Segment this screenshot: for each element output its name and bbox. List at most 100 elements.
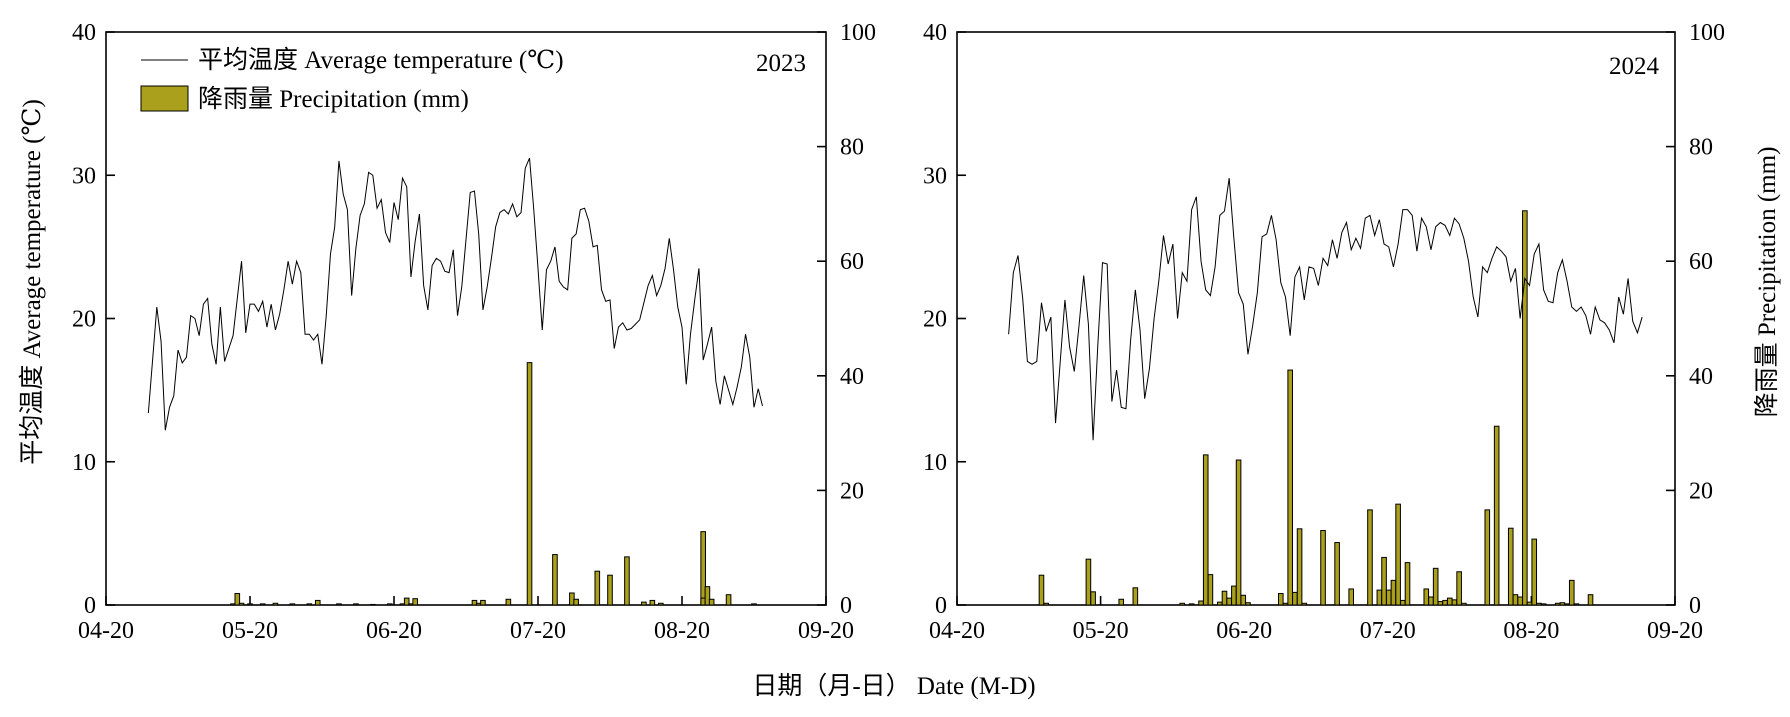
precipitation-bar — [1568, 579, 1575, 606]
y-right-tick-label: 100 — [840, 20, 876, 46]
legend-precipitation-label: 降雨量 Precipitation (mm) — [198, 85, 469, 113]
y-left-tick-label: 10 — [72, 450, 96, 476]
precipitation-bar — [1526, 601, 1533, 606]
y-left-tick-label: 40 — [72, 20, 96, 46]
precipitation-bar — [1446, 597, 1453, 606]
precipitation-bar — [1367, 509, 1373, 606]
precipitation-bar — [1461, 602, 1467, 606]
y-right-tick-label: 60 — [1689, 249, 1713, 275]
y-left-tick-label: 0 — [84, 593, 96, 619]
precipitation-bar — [1188, 603, 1195, 606]
precipitation-bar — [272, 602, 279, 606]
precipitation-bar — [552, 554, 558, 606]
y-right-tick-label: 60 — [840, 249, 864, 275]
precipitation-bar — [1404, 562, 1411, 606]
chart-panel-2023: 04-20 05-20 06-20 07-20 08-20 09-200102030400… — [72, 20, 876, 644]
x-tick-label: 07-20 — [510, 618, 566, 644]
precipitation-bar — [658, 602, 664, 606]
precipitation-bar — [526, 362, 533, 606]
precipitation-bar — [1484, 509, 1491, 606]
precipitation-bar — [1522, 210, 1528, 606]
precipitation-bar — [259, 603, 266, 606]
y-left-tick-label: 10 — [923, 450, 947, 476]
precipitation-bar — [505, 598, 512, 606]
x-tick-label: 06-20 — [366, 618, 422, 644]
precipitation-bar — [1038, 574, 1045, 606]
y-left-tick-label: 20 — [923, 307, 947, 333]
precipitation-bar — [1587, 594, 1594, 606]
precipitation-bar — [725, 594, 732, 606]
precipitation-bar — [1296, 528, 1303, 606]
precipitation-bar — [1198, 600, 1204, 606]
precipitation-bar — [353, 603, 359, 606]
precipitation-bar — [1456, 571, 1462, 606]
precipitation-bar — [1395, 503, 1401, 606]
temperature-line — [1008, 178, 1643, 441]
y-right-tick-label: 0 — [840, 593, 852, 619]
precipitation-bar — [1217, 601, 1223, 606]
precipitation-bar — [1207, 574, 1214, 606]
legend-bar-swatch — [140, 85, 189, 112]
precipitation-bar — [1531, 538, 1538, 606]
x-tick-label: 04-20 — [78, 618, 134, 644]
precipitation-bar — [1235, 459, 1242, 606]
y-left-tick-label: 30 — [72, 163, 96, 189]
x-tick-label: 07-20 — [1360, 618, 1416, 644]
precipitation-bar — [1507, 527, 1514, 606]
precipitation-bar — [1179, 602, 1186, 606]
precipitation-bar — [1437, 601, 1444, 606]
year-annotation: 2024 — [1609, 53, 1660, 80]
precipitation-bar — [336, 603, 342, 606]
precipitation-bar — [1573, 603, 1580, 606]
precipitation-bar — [1320, 530, 1326, 606]
y-right-tick-label: 0 — [1689, 593, 1701, 619]
precipitation-bar — [624, 556, 630, 606]
x-tick-label: 09-20 — [1647, 618, 1703, 644]
y-right-tick-label: 80 — [840, 135, 864, 161]
precipitation-bar — [573, 598, 579, 606]
y-right-tick-label: 40 — [1689, 364, 1713, 390]
precipitation-bar — [649, 599, 656, 606]
precipitation-bar — [403, 597, 410, 606]
legend: 平均温度 Average temperature (℃) 降雨量 Precipi… — [140, 46, 564, 113]
y-left-tick-label: 40 — [923, 20, 947, 46]
precipitation-bar — [1400, 599, 1406, 606]
legend-temperature-label: 平均温度 Average temperature (℃) — [198, 46, 564, 74]
precipitation-bar — [1221, 590, 1228, 606]
precipitation-bar — [1390, 579, 1397, 606]
y-right-title: 降雨量 Precipitation (mm) — [1753, 147, 1781, 418]
precipitation-bar — [641, 601, 647, 606]
y-left-tick-label: 0 — [935, 593, 947, 619]
precipitation-bar — [1245, 602, 1251, 606]
precipitation-bar — [1348, 588, 1355, 606]
plot-frame — [956, 31, 1676, 606]
precipitation-bar — [1517, 596, 1523, 606]
precipitation-bar — [1536, 602, 1542, 606]
precipitation-bar — [1085, 558, 1092, 606]
y-right-tick-label: 100 — [1689, 20, 1725, 46]
precipitation-bar — [1512, 594, 1519, 606]
precipitation-bar — [1432, 567, 1439, 606]
x-tick-label: 09-20 — [798, 618, 854, 644]
precipitation-bar — [247, 603, 253, 606]
precipitation-bar — [751, 603, 757, 606]
precipitation-bar — [1442, 599, 1448, 606]
precipitation-bar — [1564, 603, 1570, 606]
precipitation-bar — [704, 586, 711, 606]
precipitation-bar — [1559, 602, 1566, 606]
precipitation-bar — [1287, 369, 1293, 606]
precipitation-bar — [594, 570, 601, 606]
precipitation-bar — [1334, 542, 1340, 606]
precipitation-bar — [1385, 589, 1392, 606]
precipitation-bar — [1540, 603, 1547, 606]
x-tick-label: 05-20 — [222, 618, 278, 644]
precipitation-bar — [1231, 585, 1237, 606]
precipitation-bar — [314, 599, 321, 606]
precipitation-bar — [1202, 454, 1209, 606]
precipitation-bar — [1301, 602, 1308, 606]
precipitation-bar — [1043, 602, 1049, 606]
precipitation-bar — [471, 599, 478, 606]
precipitation-bar — [370, 603, 376, 606]
precipitation-bar — [480, 599, 486, 606]
